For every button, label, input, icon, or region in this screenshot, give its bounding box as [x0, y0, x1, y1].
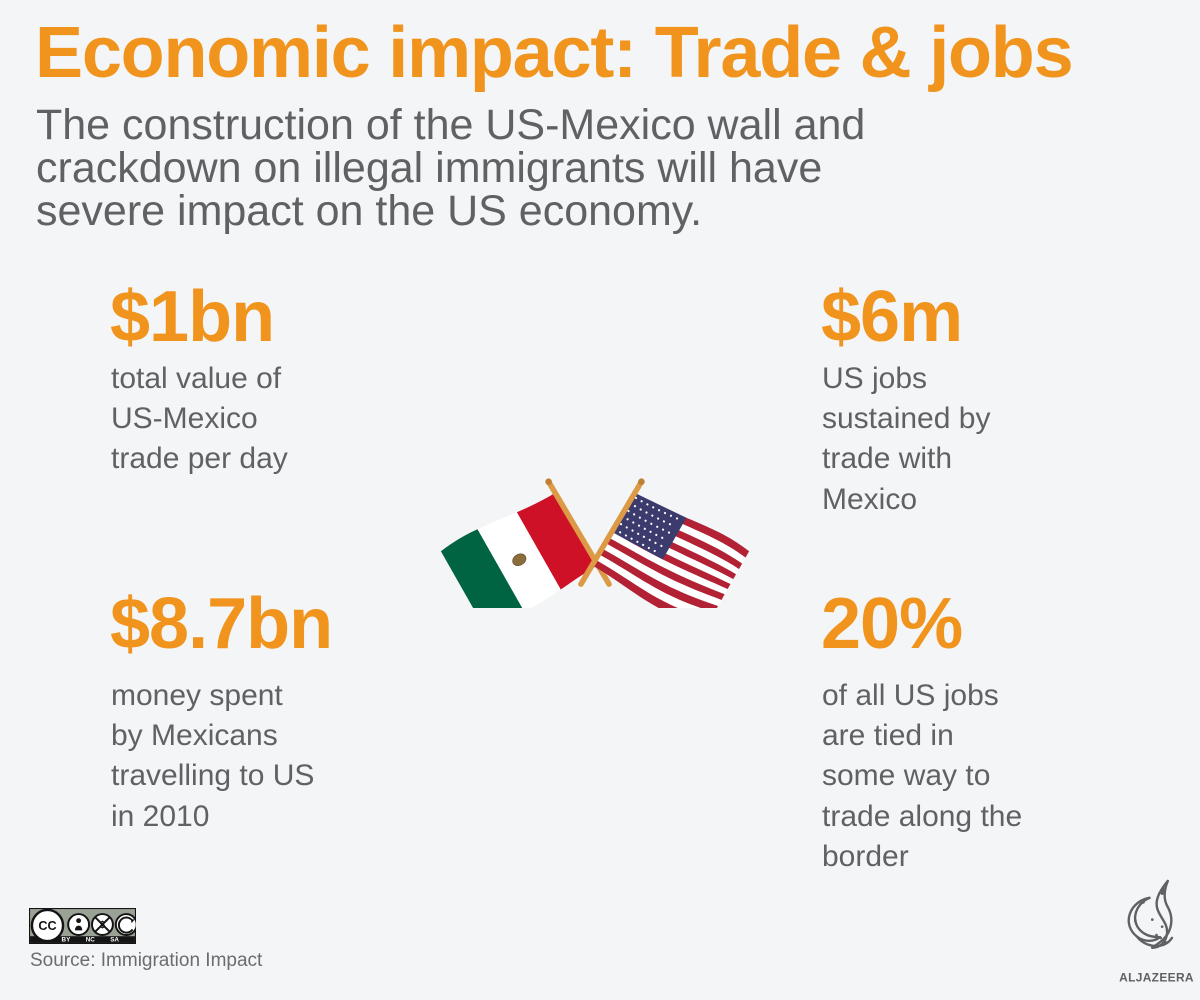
svg-text:BY: BY — [62, 937, 72, 944]
svg-text:CC: CC — [38, 919, 56, 933]
svg-text:NC: NC — [86, 937, 96, 944]
svg-text:SA: SA — [110, 937, 119, 944]
svg-text:ALJAZEERA: ALJAZEERA — [1119, 970, 1194, 984]
